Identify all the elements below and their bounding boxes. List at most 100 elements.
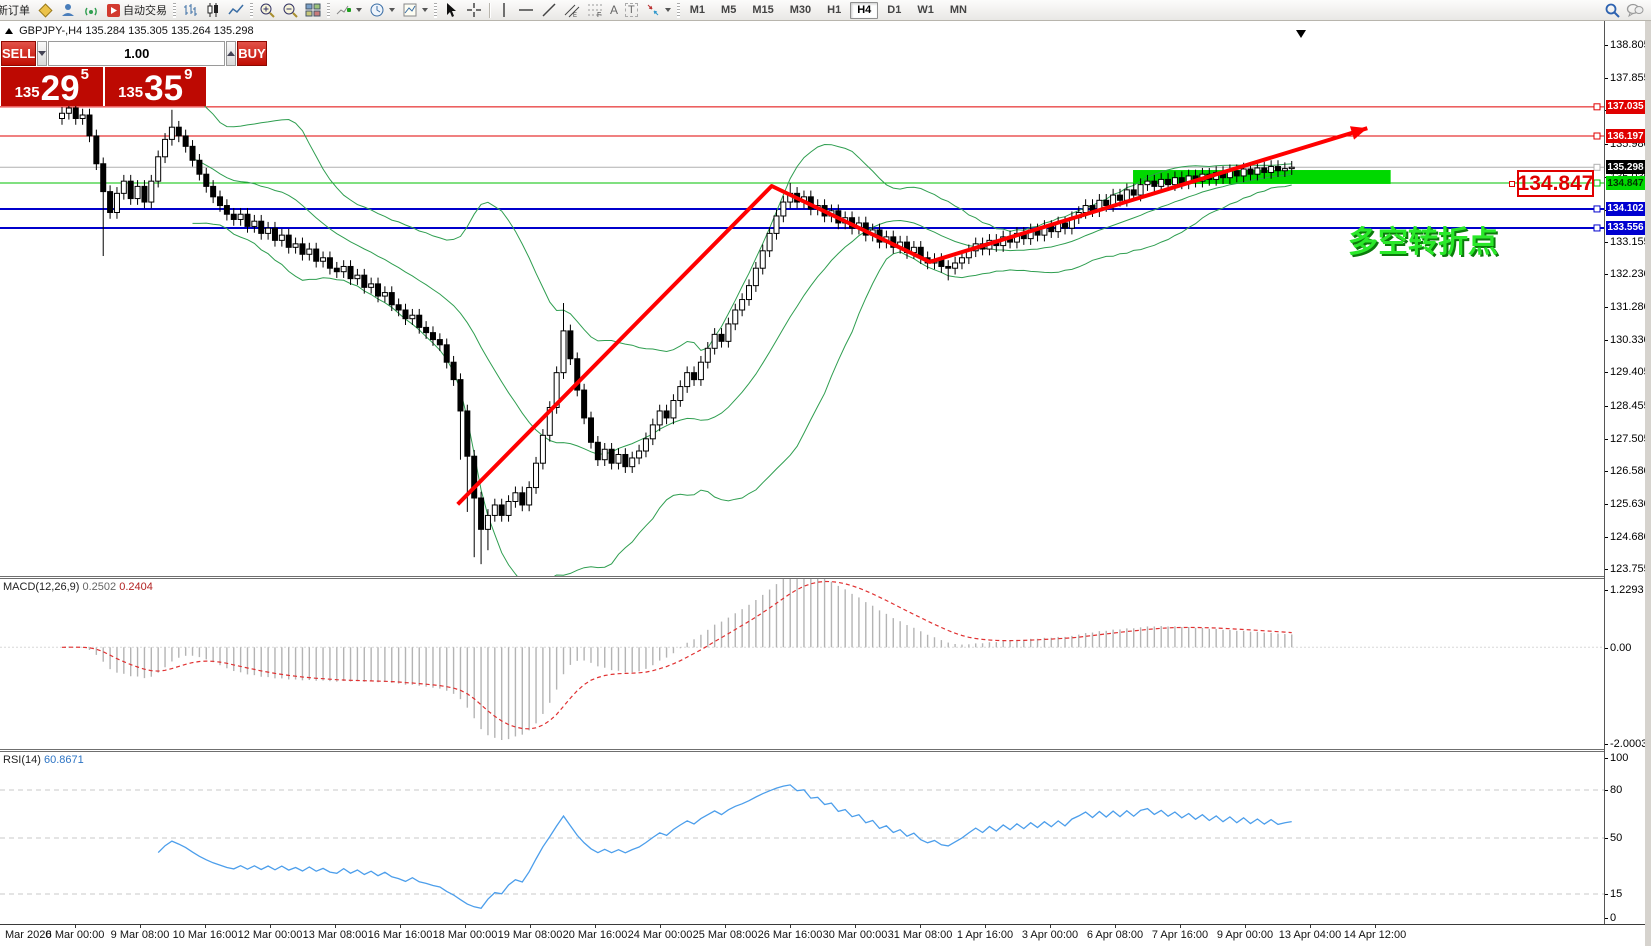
price-axis[interactable]: 138.805137.855136.930135.980135.030134.0… xyxy=(1604,21,1650,924)
horizontal-line-icon[interactable] xyxy=(515,1,537,20)
time-label: 25 Mar 08:00 xyxy=(692,929,758,941)
timeframe-button-m15[interactable]: M15 xyxy=(752,3,774,16)
hline-anchor[interactable] xyxy=(1593,132,1601,140)
bear-candle xyxy=(107,191,114,213)
template-button[interactable] xyxy=(399,1,431,20)
volume-decrease-button[interactable] xyxy=(37,41,48,66)
macd-pane[interactable] xyxy=(0,579,1604,749)
autotrading-button[interactable]: 自动交易 xyxy=(103,1,170,20)
time-label: 16 Mar 16:00 xyxy=(367,929,433,941)
buy-price-panel[interactable]: 135 35 9 xyxy=(104,67,206,106)
bollinger-middle[interactable] xyxy=(192,157,1292,455)
vertical-line-icon[interactable] xyxy=(494,1,514,20)
line-chart-icon[interactable] xyxy=(225,1,247,20)
crosshair-icon[interactable] xyxy=(463,1,485,20)
time-tick-mark xyxy=(595,925,596,928)
timeframe-button-d1[interactable]: D1 xyxy=(887,3,902,16)
history-center-icon[interactable] xyxy=(34,1,56,20)
zoom-out-icon[interactable] xyxy=(279,1,301,20)
price-badge-137.035: 137.035 xyxy=(1606,99,1645,114)
main-toolbar: 新订单 自动交易 xyxy=(0,0,1651,21)
trendline-icon[interactable] xyxy=(538,1,560,20)
pane-separator[interactable] xyxy=(0,749,1651,752)
fibonacci-letter: F xyxy=(597,12,601,18)
time-tick-mark xyxy=(1245,925,1246,928)
macd-canvas[interactable] xyxy=(0,579,1604,749)
template-dropdown-caret[interactable] xyxy=(422,8,428,12)
time-label: 9 Mar 08:00 xyxy=(110,929,170,941)
timeframe-button-h4[interactable]: H4 xyxy=(850,1,879,19)
chat-icon[interactable] xyxy=(1623,1,1647,20)
tile-windows-icon[interactable] xyxy=(302,1,324,20)
rsi-pane[interactable] xyxy=(0,752,1604,924)
bull-candle xyxy=(636,450,643,459)
timeframe-button-m5[interactable]: M5 xyxy=(721,3,737,16)
period-button[interactable] xyxy=(366,1,398,20)
signal-icon[interactable] xyxy=(80,1,102,20)
bear-candle xyxy=(86,114,93,137)
bollinger-upper[interactable] xyxy=(192,92,1292,353)
bull-candle xyxy=(251,220,258,227)
chart-shift-marker[interactable] xyxy=(1296,30,1306,38)
hline-anchor[interactable] xyxy=(1593,163,1601,171)
toolbar-grip xyxy=(327,2,330,18)
volume-increase-button[interactable] xyxy=(226,41,237,66)
new-order-button[interactable]: 新订单 xyxy=(0,1,33,20)
hline-anchor[interactable] xyxy=(1593,179,1601,187)
timeframe-button-m30[interactable]: M30 xyxy=(789,3,812,16)
indicators-dropdown-caret[interactable] xyxy=(356,8,362,12)
rsi-tick: 50 xyxy=(1604,832,1623,844)
timeframe-button-mn[interactable]: MN xyxy=(949,3,967,16)
turning-point-note[interactable]: 多空转折点 xyxy=(1348,226,1498,259)
timeframe-button-w1[interactable]: W1 xyxy=(917,3,934,16)
sell-button[interactable]: SELL xyxy=(1,41,37,66)
bull-candle xyxy=(780,201,787,217)
profile-icon[interactable] xyxy=(57,1,79,20)
cursor-icon[interactable] xyxy=(440,1,462,20)
bull-candle xyxy=(1281,168,1288,172)
trend-zigzag[interactable] xyxy=(456,126,1368,506)
label-icon-letter: T xyxy=(625,3,638,17)
price-chart-pane[interactable] xyxy=(0,21,1604,588)
time-tick-mark xyxy=(1115,925,1116,928)
time-axis[interactable]: Mar 2020 6 Mar 00:00 9 Mar 08:00 10 Mar 16:… xyxy=(0,924,1651,946)
bear-candle xyxy=(423,326,430,334)
pane-separator[interactable] xyxy=(0,576,1651,579)
timeframe-button-h1[interactable]: H1 xyxy=(827,3,842,16)
hline-anchor[interactable] xyxy=(1593,224,1601,232)
price-tick: 128.455 xyxy=(1605,399,1650,412)
text-label-icon[interactable]: T xyxy=(622,1,641,20)
zoom-in-icon[interactable] xyxy=(256,1,278,20)
bear-candle xyxy=(333,267,340,273)
bear-candle xyxy=(1103,199,1110,207)
bear-candle xyxy=(436,339,443,346)
trend-arrowhead[interactable] xyxy=(1349,126,1368,140)
text-icon[interactable]: A xyxy=(607,1,621,20)
bear-candle xyxy=(416,314,423,328)
indicators-button[interactable] xyxy=(333,1,365,20)
candlestick-icon[interactable] xyxy=(202,1,224,20)
buy-button[interactable]: BUY xyxy=(237,41,267,66)
bollinger-lower[interactable] xyxy=(192,184,1292,588)
period-dropdown-caret[interactable] xyxy=(389,8,395,12)
support-price-callout[interactable]: 134.847 xyxy=(1517,170,1594,197)
bull-candle xyxy=(642,438,649,452)
bar-chart-icon[interactable] xyxy=(179,1,201,20)
price-chart-canvas[interactable] xyxy=(0,21,1604,588)
arrows-icon[interactable] xyxy=(642,1,674,20)
fibonacci-icon[interactable]: F xyxy=(584,1,606,20)
timeframe-button-m1[interactable]: M1 xyxy=(689,3,706,16)
bull-candle xyxy=(120,180,127,194)
time-label: 31 Mar 08:00 xyxy=(887,929,953,941)
equidistant-channel-icon[interactable]: E xyxy=(561,1,583,20)
hline-anchor[interactable] xyxy=(1593,205,1601,213)
search-icon[interactable] xyxy=(1601,1,1623,20)
volume-input[interactable] xyxy=(48,41,226,66)
hline-anchor[interactable] xyxy=(1593,103,1601,111)
bear-candle xyxy=(1261,167,1268,173)
sell-price-panel[interactable]: 135 29 5 xyxy=(1,67,103,106)
rsi-canvas[interactable] xyxy=(0,752,1604,924)
time-tick-mark xyxy=(660,925,661,928)
arrows-dropdown-caret[interactable] xyxy=(664,8,671,12)
chart-symbol-header: GBPJPY-,H4 135.284 135.305 135.264 135.2… xyxy=(5,25,254,37)
